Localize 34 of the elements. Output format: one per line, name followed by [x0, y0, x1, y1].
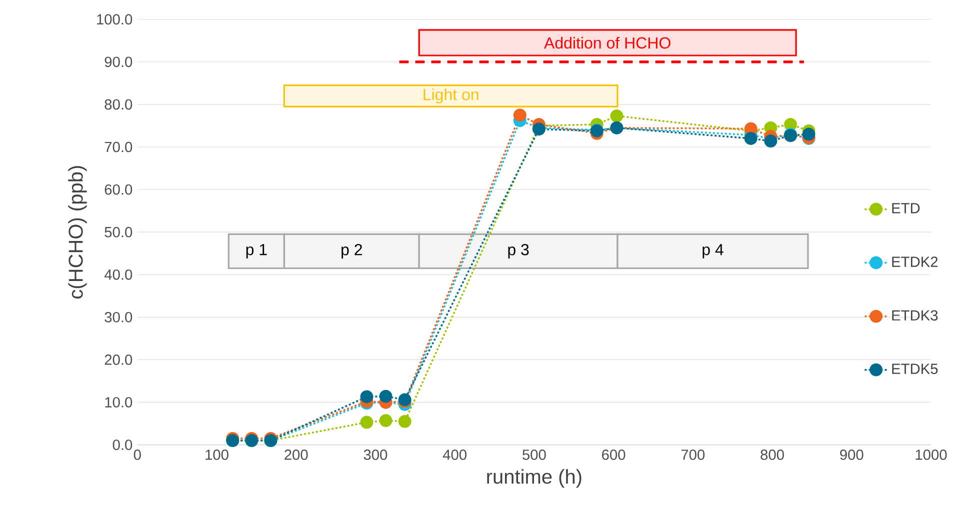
legend-label: ETDK2 [892, 256, 938, 267]
legend-label: ETDK5 [892, 364, 938, 374]
x-axis-title: runtime (h) [487, 468, 582, 488]
x-tick-label: 500 [522, 449, 546, 460]
y-tick-label: 50.0 [104, 226, 132, 238]
y-axis-title: c(HCHO) (ppb) [68, 166, 87, 298]
y-tick-label: 90.0 [104, 56, 132, 68]
y-tick-label: 30.0 [104, 312, 132, 322]
x-tick-label: 200 [284, 449, 308, 460]
y-tick-label: 0.0 [112, 440, 132, 450]
band-label: p 1 [246, 244, 267, 258]
x-tick-label: 1000 [916, 449, 947, 460]
band-label: p 3 [508, 244, 529, 258]
legend-label: ETDK3 [892, 310, 938, 320]
x-tick-label: 100 [206, 449, 228, 460]
y-tick-label: 40.0 [104, 269, 132, 280]
y-tick-label: 60.0 [104, 184, 132, 195]
x-tick-label: 900 [840, 449, 864, 460]
x-tick-label: 0 [134, 449, 141, 460]
legend-label: ETD [892, 203, 920, 214]
y-tick-label: 10.0 [105, 397, 132, 408]
band-label: p 4 [702, 244, 724, 258]
x-tick-label: 700 [681, 449, 705, 460]
band-label: p 2 [342, 244, 362, 258]
y-tick-label: 70.0 [104, 142, 132, 152]
x-tick-label: 800 [760, 449, 784, 460]
x-tick-label: 400 [442, 449, 466, 460]
y-tick-label: 20.0 [104, 354, 132, 365]
band-label: Light on [424, 88, 478, 104]
y-tick-label: 80.0 [104, 99, 132, 110]
y-tick-label: 100.0 [97, 14, 132, 24]
x-tick-label: 600 [602, 449, 626, 460]
band-label: Addition of HCHO [544, 36, 670, 49]
x-tick-label: 300 [364, 449, 388, 460]
